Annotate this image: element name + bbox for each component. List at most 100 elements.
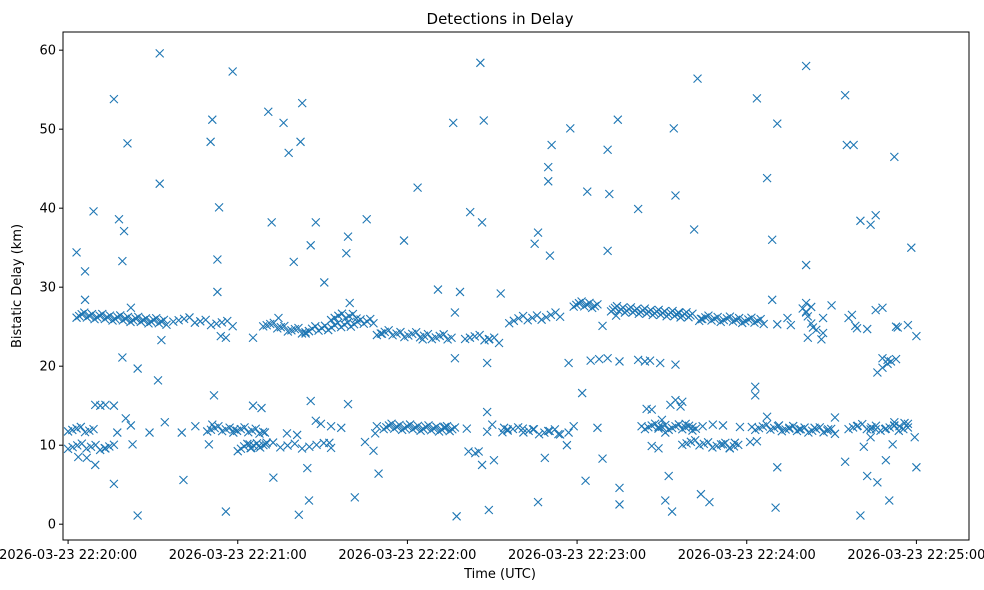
data-point xyxy=(534,429,544,439)
data-point xyxy=(228,67,238,76)
data-point xyxy=(747,313,756,323)
data-point xyxy=(312,440,321,450)
data-point xyxy=(888,440,898,449)
data-point xyxy=(460,334,470,344)
data-point xyxy=(269,318,279,328)
data-point xyxy=(89,424,98,434)
data-point xyxy=(898,424,908,434)
data-point xyxy=(297,98,307,108)
data-point xyxy=(403,421,412,431)
data-point xyxy=(206,137,215,147)
y-tick-label: 10 xyxy=(39,439,56,454)
data-point xyxy=(705,497,714,507)
data-point xyxy=(615,500,624,509)
data-point xyxy=(571,300,581,310)
data-point xyxy=(159,315,169,325)
data-point xyxy=(384,325,394,335)
data-point xyxy=(229,425,239,434)
data-point xyxy=(569,421,579,431)
data-point xyxy=(418,424,428,434)
data-point xyxy=(801,260,811,270)
data-point xyxy=(370,428,380,438)
data-point xyxy=(345,298,355,308)
data-point xyxy=(752,436,762,446)
data-point xyxy=(859,442,869,452)
data-point xyxy=(177,428,187,437)
data-point xyxy=(750,382,760,392)
data-point xyxy=(646,305,656,315)
data-point xyxy=(603,353,613,363)
data-point xyxy=(336,423,346,433)
data-point xyxy=(671,360,680,369)
data-point xyxy=(452,511,462,521)
data-point xyxy=(311,218,321,227)
data-point xyxy=(179,314,189,324)
data-point xyxy=(818,313,828,323)
data-point xyxy=(866,432,875,442)
data-point xyxy=(772,319,782,329)
data-point xyxy=(615,483,624,493)
data-point xyxy=(447,333,456,343)
data-point xyxy=(95,401,105,411)
x-tick-label: 2026-03-23 22:23:00 xyxy=(508,548,646,563)
data-point xyxy=(703,437,713,447)
data-point xyxy=(752,93,762,103)
x-tick-label: 2026-03-23 22:24:00 xyxy=(678,548,816,563)
x-tick-label: 2026-03-23 22:22:00 xyxy=(338,548,476,563)
data-point xyxy=(432,422,441,432)
data-point xyxy=(704,311,713,320)
data-point xyxy=(262,438,271,448)
data-point xyxy=(154,318,164,328)
data-point xyxy=(445,426,455,436)
data-point xyxy=(257,403,266,413)
data-point xyxy=(350,492,360,502)
data-point xyxy=(416,426,426,436)
data-point xyxy=(633,355,643,365)
data-point xyxy=(554,429,563,439)
data-point xyxy=(195,316,205,326)
data-point xyxy=(612,301,622,311)
data-point xyxy=(400,423,410,433)
y-tick-label: 30 xyxy=(39,281,56,296)
data-point xyxy=(387,419,396,429)
data-point xyxy=(156,317,166,326)
data-point xyxy=(128,315,138,325)
data-point xyxy=(735,422,745,432)
data-point xyxy=(871,425,881,434)
data-point xyxy=(439,423,449,433)
data-point xyxy=(667,507,677,516)
data-point xyxy=(462,424,472,433)
data-point xyxy=(480,335,489,345)
data-point xyxy=(89,206,98,216)
data-point xyxy=(660,306,670,316)
data-point xyxy=(450,353,460,363)
data-point xyxy=(626,303,636,312)
data-point xyxy=(611,311,621,321)
data-point xyxy=(149,315,159,325)
data-point xyxy=(162,320,171,330)
data-point xyxy=(72,313,81,323)
data-point xyxy=(79,308,89,317)
data-point xyxy=(682,307,691,317)
data-point xyxy=(120,314,130,324)
data-point xyxy=(228,321,238,331)
data-point xyxy=(343,399,353,409)
data-point xyxy=(282,428,292,438)
data-point xyxy=(455,287,465,297)
data-point xyxy=(872,477,882,487)
data-point xyxy=(369,318,378,328)
data-point xyxy=(217,317,227,327)
data-point xyxy=(788,421,798,431)
data-point xyxy=(674,308,683,317)
data-point xyxy=(762,420,772,430)
data-point xyxy=(465,207,475,217)
y-tick-label: 0 xyxy=(48,518,56,533)
data-point xyxy=(126,303,136,313)
data-point xyxy=(524,426,534,436)
points-layer xyxy=(63,48,921,521)
data-point xyxy=(136,317,146,327)
data-point xyxy=(615,357,624,366)
data-point xyxy=(533,228,543,238)
data-point xyxy=(369,446,378,456)
data-point xyxy=(341,248,351,258)
